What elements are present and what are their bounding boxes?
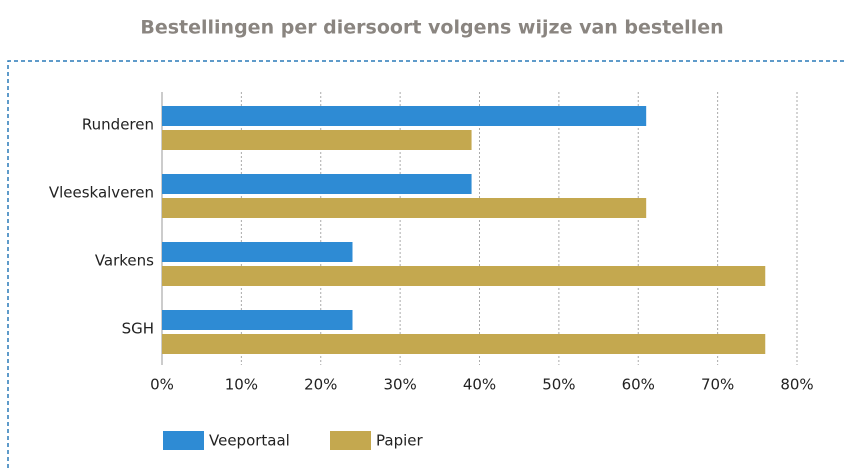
- x-tick-label: 40%: [463, 376, 496, 394]
- y-tick-label: SGH: [122, 320, 154, 338]
- bar: [162, 106, 647, 126]
- legend-label: Veeportaal: [209, 432, 290, 450]
- x-tick-label: 60%: [622, 376, 655, 394]
- bar: [162, 174, 472, 194]
- bar: [162, 198, 647, 218]
- x-tick-label: 20%: [304, 376, 337, 394]
- legend-label: Papier: [376, 432, 423, 450]
- chart-title: Bestellingen per diersoort volgens wijze…: [140, 17, 723, 39]
- x-tick-label: 80%: [780, 376, 813, 394]
- y-tick-label: Runderen: [82, 116, 154, 134]
- bar: [162, 310, 353, 330]
- y-tick-label: Varkens: [95, 252, 154, 270]
- frame: [7, 60, 845, 468]
- legend-swatch: [163, 431, 204, 450]
- x-tick-label: 70%: [701, 376, 734, 394]
- bar: [162, 242, 353, 262]
- bar: [162, 130, 472, 150]
- legend-swatch: [330, 431, 371, 450]
- bar: [162, 266, 766, 286]
- bar: [162, 334, 766, 354]
- x-tick-label: 10%: [225, 376, 258, 394]
- x-tick-label: 30%: [383, 376, 416, 394]
- x-tick-label: 0%: [150, 376, 174, 394]
- x-tick-label: 50%: [542, 376, 575, 394]
- y-tick-label: Vleeskalveren: [49, 184, 154, 202]
